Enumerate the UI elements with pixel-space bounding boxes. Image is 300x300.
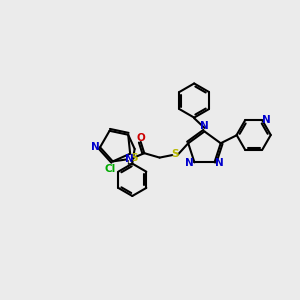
Text: N: N	[124, 154, 133, 164]
Text: N: N	[200, 122, 209, 131]
Text: N: N	[262, 115, 271, 124]
Text: H: H	[126, 160, 132, 169]
Text: N: N	[91, 142, 100, 152]
Text: O: O	[136, 133, 145, 143]
Text: N: N	[185, 158, 194, 168]
Text: S: S	[130, 153, 137, 163]
Text: Cl: Cl	[104, 164, 116, 174]
Text: N: N	[215, 158, 224, 168]
Text: S: S	[171, 149, 178, 159]
